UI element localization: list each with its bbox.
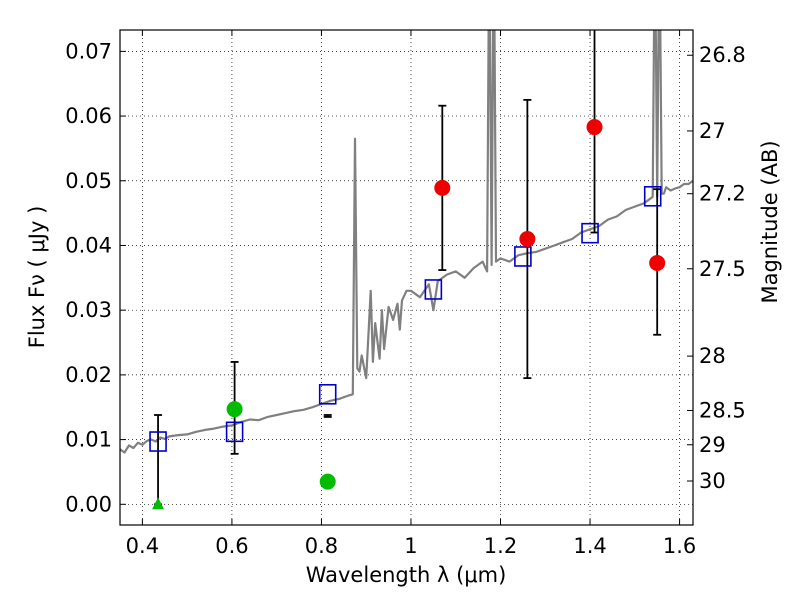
nir-data-point	[649, 254, 666, 271]
magnitude-tick-label: 27.5	[699, 257, 746, 281]
optical-data-point	[319, 473, 336, 490]
x-tick-label: 1	[404, 534, 417, 558]
y-tick-label: 0.01	[65, 428, 112, 452]
magnitude-tick-label: 26.8	[699, 43, 746, 67]
x-tick-label: 1.6	[663, 534, 696, 558]
model-photometry-square	[643, 185, 662, 207]
x-tick-label: 0.8	[305, 534, 338, 558]
magnitude-tick-label: 28	[699, 344, 726, 368]
y-tick-label: 0.05	[65, 169, 112, 193]
x-tick-label: 1.2	[484, 534, 517, 558]
x-tick-label: 0.4	[126, 534, 159, 558]
plot-frame	[119, 29, 694, 526]
model-photometry-square	[149, 431, 167, 452]
model-photometry-square	[225, 421, 244, 443]
nir-data-point	[586, 119, 603, 136]
magnitude-axis-label: Magnitude (AB)	[758, 140, 782, 303]
plot-area	[120, 30, 693, 510]
grid-lines	[120, 30, 693, 525]
x-tick-label: 0.6	[215, 534, 248, 558]
axis-ticks: 0.4 0.6 0.8 1 1.2 1.4 1.6 0.00 0.01 0.02 0.03 0.04 0…	[65, 30, 746, 558]
magnitude-tick-label: 28.5	[699, 398, 746, 422]
nir-data-point	[434, 179, 451, 196]
magnitude-tick-label: 29	[699, 433, 726, 457]
y-tick-label: 0.07	[65, 39, 112, 63]
y-tick-label: 0.00	[65, 492, 112, 516]
spectrum-line	[120, 30, 693, 454]
x-axis-label: Wavelength λ (μm)	[306, 563, 507, 587]
x-tick-label: 1.4	[573, 534, 606, 558]
y-tick-label: 0.06	[65, 104, 112, 128]
nir-data-point	[519, 231, 536, 247]
y-tick-label: 0.03	[65, 298, 112, 322]
y-tick-label: 0.04	[65, 233, 112, 257]
y-axis-label: Flux Fν ( μJy )	[25, 206, 49, 349]
model-photometry-square	[514, 246, 532, 267]
optical-data-point	[226, 401, 243, 418]
model-photometry-square	[318, 383, 337, 405]
magnitude-tick-label: 27	[699, 119, 726, 143]
magnitude-tick-label: 30	[699, 469, 726, 493]
model-photometry-square	[424, 279, 443, 300]
upper-limit-triangle	[152, 497, 165, 510]
model-photometry-square	[581, 222, 599, 244]
y-tick-label: 0.02	[65, 363, 112, 387]
magnitude-tick-label: 27.2	[699, 182, 746, 206]
